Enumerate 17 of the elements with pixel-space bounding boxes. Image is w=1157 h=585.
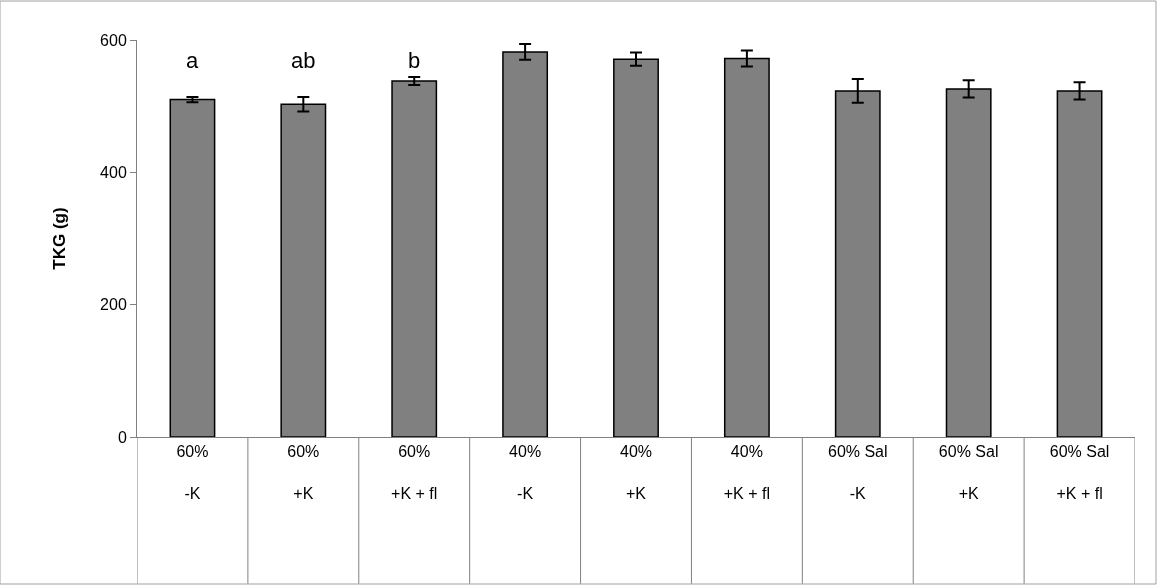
y-tick-label: 200 xyxy=(100,296,127,314)
category-label: 60% Sal +K xyxy=(938,443,999,502)
category-label: 60% +K xyxy=(287,443,320,502)
annotation: ab xyxy=(291,48,316,73)
category-label: 40% +K + fl xyxy=(723,443,771,502)
y-tick-label: 400 xyxy=(100,163,127,181)
category-label: 40% -K xyxy=(509,443,542,502)
annotation: a xyxy=(186,48,199,73)
category-label: 60% +K + fl xyxy=(391,443,438,502)
annotation: b xyxy=(408,48,421,73)
category-label: 60% Sal -K xyxy=(827,443,888,502)
category-label: 40% +K xyxy=(619,443,653,502)
y-tick-label: 0 xyxy=(117,428,127,446)
y-tick-label: 600 xyxy=(100,31,127,49)
category-label: 60% Sal +K + fl xyxy=(1049,443,1110,502)
y-axis-title: TKG (g) xyxy=(49,207,69,270)
category-label: 60% -K xyxy=(176,443,209,502)
